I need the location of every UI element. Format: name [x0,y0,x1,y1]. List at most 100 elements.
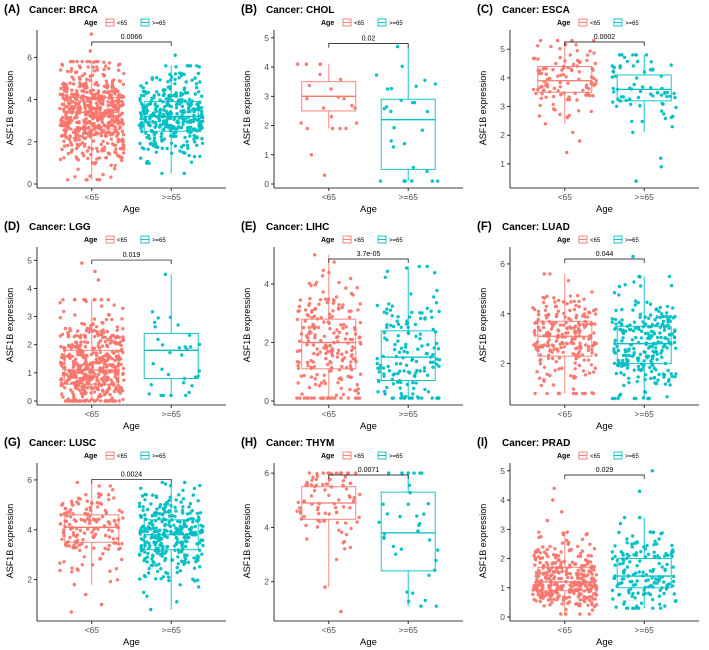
data-point [559,550,563,554]
data-point [68,535,72,540]
data-point [85,527,90,531]
data-point [177,71,182,75]
data-point [324,351,328,356]
data-point [662,591,666,596]
data-point [663,568,667,573]
data-point [185,532,189,537]
data-point [164,570,168,575]
data-point [82,131,86,135]
data-point [90,107,95,111]
data-point [85,513,89,517]
data-point [108,369,112,373]
data-point [553,108,557,112]
data-point [58,561,62,565]
data-point [418,471,422,475]
data-point [164,64,168,68]
data-point [63,365,67,370]
data-point [155,144,159,148]
data-point [76,144,80,148]
data-point [327,477,332,482]
data-point [382,331,387,335]
data-point [622,515,627,520]
data-point [628,97,632,101]
data-point [576,554,580,558]
data-point [613,563,617,567]
data-point [115,130,120,134]
data-point [399,396,403,400]
data-point [553,304,558,309]
data-point [172,523,176,527]
data-point [552,86,556,91]
data-point [572,307,577,312]
data-point [151,553,155,557]
data-point [76,345,80,350]
data-point [570,337,574,341]
data-point [430,315,434,319]
data-point [62,528,66,532]
data-point [101,72,105,77]
data-point [431,352,435,357]
data-point [630,545,634,549]
data-point [563,59,567,63]
data-point [669,63,673,67]
data-point [81,354,85,358]
data-point [649,376,653,381]
data-point [165,146,169,151]
data-point [621,561,625,566]
data-point [376,390,380,394]
data-point [610,317,614,321]
data-point [542,300,546,305]
data-point [631,64,636,68]
data-point [152,139,156,143]
data-point [85,354,89,358]
data-point [343,337,348,341]
data-point [63,519,67,523]
data-point [185,518,189,523]
data-point [651,567,656,572]
data-point [550,573,554,577]
data-point [72,381,77,385]
data-point [665,311,669,315]
data-point [150,532,154,537]
data-point [535,44,540,48]
data-point [427,573,431,577]
data-point [579,587,583,591]
data-point [196,578,200,582]
data-point [624,606,629,610]
data-point [94,101,99,105]
y-axis-label: ASF1B expression [242,71,252,146]
data-point [423,78,427,83]
data-point [613,342,617,346]
data-point [349,526,353,531]
data-point [198,565,202,569]
data-point [317,384,322,388]
data-point [392,347,397,352]
data-point [91,360,96,364]
data-point [669,283,674,288]
data-point [145,560,149,564]
data-point [542,66,546,71]
data-point [644,342,648,347]
data-point [536,57,540,61]
data-point-extreme [103,399,108,403]
panel-label: (F) [477,221,492,233]
data-point [60,377,64,382]
data-point [112,303,116,307]
y-tick-label: 6 [500,259,505,269]
legend-title: Age [321,20,334,27]
data-point [542,88,546,92]
data-point [329,87,333,91]
data-point [557,576,561,581]
data-point [114,349,119,353]
points-young [295,253,363,400]
data-point [313,382,318,387]
data-point [72,518,77,522]
data-point [120,542,124,546]
data-point [564,612,568,616]
data-point-extreme [560,510,564,514]
data-point [577,591,581,596]
data-point [531,592,535,597]
data-point [559,93,563,97]
data-point [85,517,90,521]
data-point [616,358,621,363]
